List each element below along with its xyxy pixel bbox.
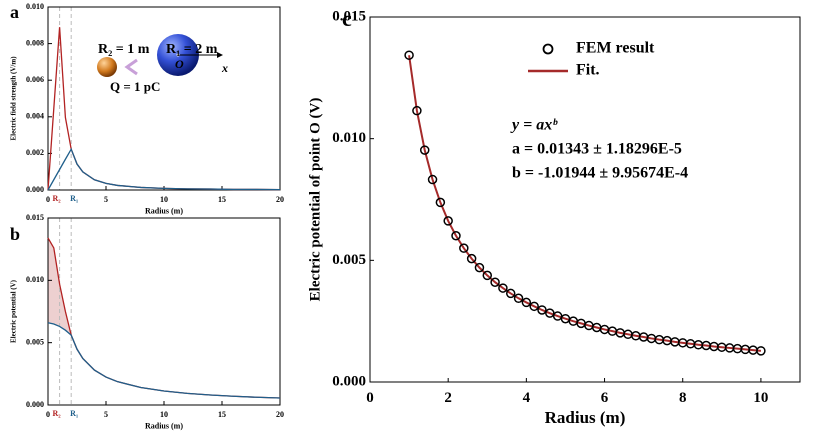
y-tick-label: 0.006: [26, 75, 44, 84]
y-tick-label: 0.010: [26, 2, 44, 11]
axis-arrow-head: [217, 52, 223, 58]
marker-label: R₂: [53, 409, 62, 418]
x-tick-label: 15: [218, 410, 226, 419]
data-point: [427, 174, 438, 185]
data-point: [482, 270, 493, 281]
annotation: x: [221, 61, 228, 75]
arrow-head: [124, 58, 138, 76]
x-tick-label: 20: [276, 195, 284, 204]
data-point: [404, 50, 414, 60]
y-tick-label: 0.015: [26, 213, 44, 222]
x-tick-label: 10: [160, 410, 168, 419]
data-point: [443, 216, 453, 226]
series-line: [47, 147, 281, 191]
data-point: [474, 262, 485, 273]
y-tick-label: 0.002: [26, 148, 44, 157]
data-point: [545, 308, 555, 318]
panel-label: c: [342, 6, 352, 31]
y-tick-label: 0.000: [332, 373, 366, 389]
data-point: [435, 197, 446, 208]
data-point: [412, 105, 422, 116]
x-tick-label: 4: [523, 390, 531, 406]
y-tick-label: 0.010: [332, 130, 366, 146]
data-point: [756, 346, 766, 356]
data-point: [513, 293, 524, 304]
marker-label: R₁: [70, 194, 79, 203]
data-point: [537, 305, 547, 315]
y-axis-title: Electric potential (V): [10, 279, 18, 343]
x-tick-label: 0: [46, 195, 50, 204]
x-axis-title: Radius (m): [145, 206, 183, 215]
annotation: R₁ = 2 m: [166, 42, 218, 57]
marker-label: R₁: [70, 409, 79, 418]
data-point: [419, 145, 430, 155]
y-tick-label: 0.000: [26, 400, 44, 409]
annotation: y = axᵇ: [510, 117, 558, 134]
x-axis-title: Radius (m): [145, 421, 183, 430]
data-point: [466, 253, 477, 264]
y-tick-label: 0.004: [26, 112, 44, 121]
data-point: [505, 288, 516, 299]
annotation: b = -1.01944 ± 9.95674E-4: [512, 165, 688, 182]
annotation: O: [175, 57, 184, 71]
x-tick-label: 8: [679, 390, 687, 406]
x-tick-label: 15: [218, 195, 226, 204]
annotation: a = 0.01343 ± 1.18296E-5: [512, 141, 682, 158]
origin-dot: [176, 53, 180, 57]
data-point: [451, 231, 461, 241]
y-axis-title: Electric potential of point O (V): [307, 98, 323, 302]
x-tick-label: 0: [46, 410, 50, 419]
panel: c 0.000 0.005 0.010 0.015 0 2 4 6 8 10 Radius (m) El…: [307, 6, 801, 427]
marker-label: R₂: [53, 194, 62, 203]
legend-label: Fit.: [576, 62, 600, 79]
y-axis-title: Electric field strength (V/m): [10, 56, 18, 141]
x-tick-label: 6: [601, 390, 609, 406]
legend-marker: [542, 43, 554, 55]
annotation: R₂ = 1 m: [98, 42, 150, 57]
inset-drawing: [97, 34, 223, 77]
data-point: [529, 301, 539, 312]
data-point: [521, 297, 532, 308]
x-tick-label: 5: [104, 410, 108, 419]
y-tick-label: 0.000: [26, 185, 44, 194]
panel-label: b: [10, 224, 20, 244]
panel-label: a: [10, 2, 19, 22]
small-sphere: [97, 57, 117, 77]
y-tick-label: 0.005: [332, 252, 366, 268]
y-tick-label: 0.005: [26, 337, 44, 346]
y-tick-label: 0.010: [26, 275, 44, 284]
x-axis-title: Radius (m): [545, 408, 626, 427]
data-point: [490, 277, 500, 287]
data-point: [498, 283, 508, 293]
panel: a R₂ R₁ 0.000 0.002 0.004 0.006 0.008 0.010 0 5 10 1…: [10, 2, 284, 216]
annotation: Q = 1 pC: [110, 79, 160, 94]
x-tick-label: 10: [160, 195, 168, 204]
y-tick-label: 0.015: [332, 8, 366, 24]
x-tick-label: 5: [104, 195, 108, 204]
x-tick-label: 0: [366, 390, 374, 406]
panel: b R₂ R₁ 0.000 0.005 0.010 0.015 0 5 10 15 20 Radius …: [10, 213, 284, 431]
plot-frame: [369, 16, 801, 383]
x-tick-label: 10: [753, 390, 768, 406]
x-tick-label: 2: [444, 390, 452, 406]
data-point: [459, 243, 469, 253]
y-tick-label: 0.008: [26, 38, 44, 47]
x-tick-label: 20: [276, 410, 284, 419]
series-line: [47, 322, 281, 399]
legend-label: FEM result: [576, 40, 655, 57]
